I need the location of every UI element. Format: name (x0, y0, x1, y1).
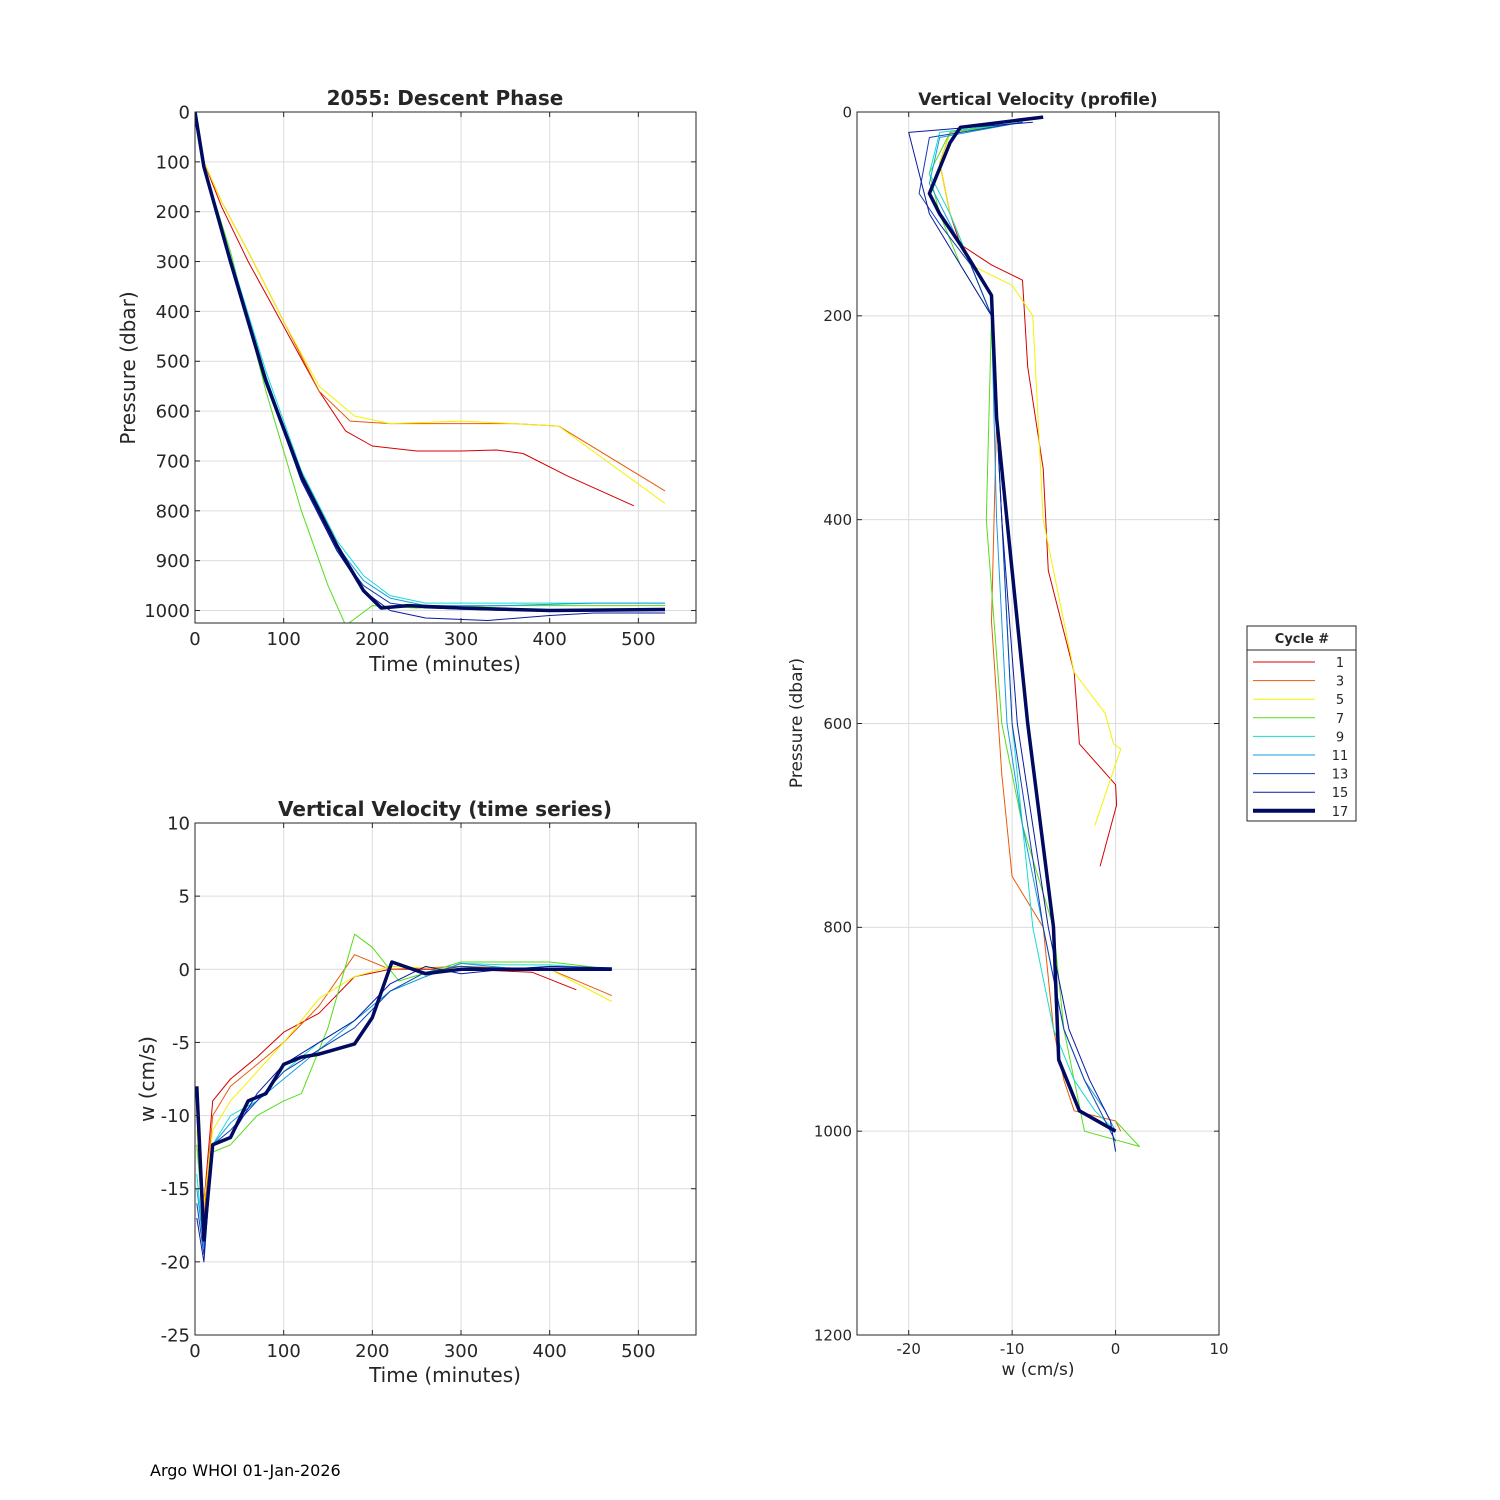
wprofile-ytick-label: 800 (823, 919, 852, 937)
wtime-ytick-label: -10 (161, 1106, 190, 1127)
wprofile-series-15 (908, 121, 1117, 1152)
wprofile-ytick-label: 0 (842, 103, 852, 121)
descent-ytick-label: 200 (156, 202, 190, 223)
wprofile-ytick-label: 600 (823, 715, 852, 733)
wprofile-ytick-label: 1200 (814, 1326, 852, 1344)
velocity-profile-panel: Vertical Velocity (profile) w (cm/s) Pre… (787, 90, 1229, 1380)
descent-xtick-label: 200 (355, 629, 389, 650)
descent-xtick-label: 400 (533, 629, 567, 650)
wtime-ytick-label: 10 (167, 813, 190, 834)
wprofile-series-13 (918, 121, 1117, 1142)
descent-ytick-label: 300 (156, 252, 190, 273)
legend-box (1246, 625, 1357, 822)
descent-ytick-label: 700 (156, 451, 190, 472)
descent-ytick-label: 800 (156, 501, 190, 522)
descent-title: 2055: Descent Phase (327, 86, 564, 110)
legend-title: Cycle # (1275, 632, 1330, 647)
descent-ylabel: Pressure (dbar) (116, 291, 140, 444)
wtime-series-17 (195, 960, 612, 1242)
descent-ytick-label: 500 (156, 352, 190, 373)
wtime-xtick-label: 500 (621, 1341, 655, 1362)
wtime-ytick-label: -20 (161, 1252, 190, 1273)
legend-label-13: 13 (1332, 768, 1349, 783)
descent-xtick-label: 100 (266, 629, 300, 650)
wprofile-series-17 (927, 115, 1117, 1133)
descent-ytick-label: 900 (156, 551, 190, 572)
wprofile-ytick-label: 400 (823, 511, 852, 529)
velocity-profile-xlabel: w (cm/s) (1001, 1360, 1074, 1380)
wtime-xtick-label: 200 (355, 1341, 389, 1362)
descent-xlabel: Time (minutes) (368, 652, 521, 676)
wprofile-ytick-label: 1000 (814, 1123, 852, 1141)
descent-plot-area: 0 100 200 300 400 500 0 100 200 300 400 500 600 700 80… (144, 102, 697, 650)
descent-ytick-label: 400 (156, 302, 190, 323)
legend-label-15: 15 (1332, 786, 1349, 801)
wprofile-xtick-label: -20 (896, 1340, 921, 1358)
descent-ytick-label: 100 (156, 152, 190, 173)
wtime-ytick-label: 0 (179, 960, 190, 981)
velocity-profile-title: Vertical Velocity (profile) (918, 90, 1157, 110)
wtime-ytick-label: 5 (179, 887, 190, 908)
descent-series-1 (195, 112, 635, 507)
wprofile-series-group (908, 115, 1140, 1152)
wtime-xtick-label: 300 (444, 1341, 478, 1362)
velocity-time-title: Vertical Velocity (time series) (278, 797, 612, 821)
velocity-time-ylabel: w (cm/s) (135, 1036, 159, 1122)
descent-panel: 2055: Descent Phase Time (minutes) Press… (116, 86, 697, 676)
descent-ytick-label: 0 (179, 102, 190, 123)
wprofile-xtick-label: -10 (1000, 1340, 1025, 1358)
wtime-xtick-label: 400 (533, 1341, 567, 1362)
descent-series-17 (195, 112, 666, 613)
descent-ytick-label: 600 (156, 402, 190, 423)
descent-axes-background (195, 112, 696, 623)
wtime-ytick-label: -25 (161, 1325, 190, 1346)
descent-axes-frame (194, 111, 697, 624)
wtime-xtick-label: 0 (189, 1341, 200, 1362)
wtime-series-group (195, 933, 613, 1263)
wprofile-xtick-label: 0 (1111, 1340, 1121, 1358)
legend-label-11: 11 (1332, 749, 1349, 764)
descent-series-5 (195, 112, 666, 504)
descent-xtick-label: 0 (189, 629, 200, 650)
footer-credit: Argo WHOI 01-Jan-2026 (150, 1461, 341, 1480)
descent-series-group (195, 112, 666, 623)
velocity-time-xlabel: Time (minutes) (368, 1363, 521, 1387)
wprofile-xtick-label: 10 (1209, 1340, 1228, 1358)
legend-label-3: 3 (1336, 675, 1344, 690)
wtime-series-7 (196, 933, 612, 1234)
wtime-series-11 (196, 962, 612, 1248)
wtime-ytick-label: -15 (161, 1179, 190, 1200)
legend-label-9: 9 (1336, 730, 1344, 745)
velocity-time-panel: Vertical Velocity (time series) Time (mi… (135, 797, 697, 1387)
velocity-time-plot-area: 0 100 200 300 400 500 10 5 0 -5 -10 -15 -20 -25 (161, 813, 697, 1362)
wprofile-series-7 (928, 121, 1140, 1147)
wprofile-ytick-label: 200 (823, 307, 852, 325)
legend-label-1: 1 (1336, 656, 1344, 671)
descent-xtick-label: 500 (621, 629, 655, 650)
wtime-xtick-label: 100 (266, 1341, 300, 1362)
legend-label-17: 17 (1332, 805, 1349, 820)
legend-label-7: 7 (1336, 712, 1344, 727)
descent-ytick-label: 1000 (144, 601, 190, 622)
descent-xtick-label: 300 (444, 629, 478, 650)
legend-label-5: 5 (1336, 693, 1344, 708)
wprofile-series-5 (939, 121, 1122, 826)
wtime-axes-frame (194, 822, 697, 1336)
velocity-profile-ylabel: Pressure (dbar) (787, 658, 807, 788)
wtime-axes-background (195, 823, 696, 1335)
wtime-ytick-label: -5 (172, 1033, 190, 1054)
